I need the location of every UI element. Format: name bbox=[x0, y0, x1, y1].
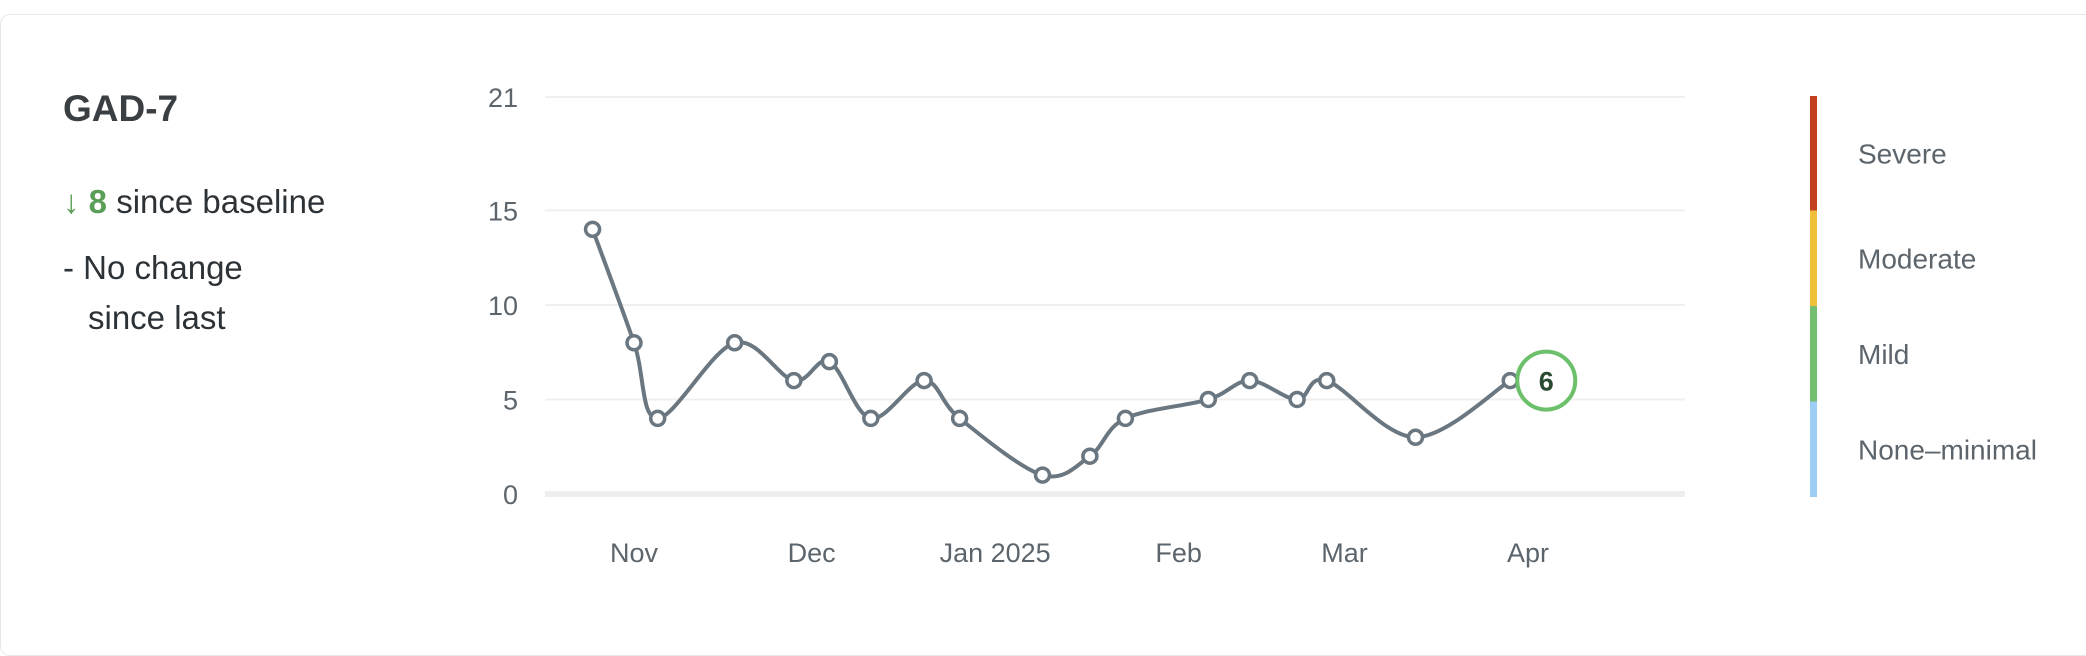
score-title: GAD-7 bbox=[63, 88, 179, 129]
data-point-7 bbox=[915, 371, 933, 390]
data-point-4 bbox=[785, 371, 803, 390]
baseline-change: ↓ 8 since baseline bbox=[63, 183, 325, 221]
data-point-8 bbox=[950, 409, 969, 428]
y-tick-label: 5 bbox=[503, 385, 518, 415]
data-point-12 bbox=[1199, 390, 1218, 409]
data-point-17 bbox=[1501, 371, 1519, 390]
data-point-10 bbox=[1081, 447, 1099, 465]
gad7-card bbox=[0, 14, 2086, 656]
data-point-15 bbox=[1317, 371, 1336, 390]
data-point-13 bbox=[1240, 371, 1259, 390]
data-point-11 bbox=[1116, 409, 1135, 428]
last-change-line1: - No change bbox=[63, 249, 243, 286]
down-arrow-icon: ↓ bbox=[63, 183, 80, 220]
severity-band-1 bbox=[1810, 210, 1817, 307]
severity-band-label: Severe bbox=[1858, 138, 1947, 169]
last-change: - No change since last bbox=[63, 243, 243, 343]
data-point-16 bbox=[1406, 428, 1425, 447]
data-point-5 bbox=[820, 352, 839, 371]
data-point-2 bbox=[648, 409, 667, 428]
x-tick-label: Feb bbox=[1155, 538, 1202, 568]
severity-band-label: Mild bbox=[1858, 339, 1909, 370]
severity-band-label: None–minimal bbox=[1858, 434, 2037, 465]
score-trend-chart: 0 5 10 15 21 Nov Dec Jan 2025 Feb Mar Apr 6 Severe Mo… bbox=[488, 83, 2037, 568]
y-tick-label: 15 bbox=[488, 196, 518, 226]
x-tick-label: Apr bbox=[1507, 538, 1549, 568]
baseline-delta-text: since baseline bbox=[107, 183, 326, 220]
data-point-0 bbox=[583, 220, 602, 239]
data-point-6 bbox=[862, 409, 880, 428]
severity-band-2 bbox=[1810, 306, 1817, 402]
severity-band-3 bbox=[1810, 401, 1817, 497]
severity-band-0 bbox=[1810, 96, 1817, 211]
y-tick-label: 21 bbox=[488, 83, 518, 113]
latest-score-label: 6 bbox=[1539, 367, 1554, 397]
last-change-line2: since last bbox=[88, 299, 226, 336]
data-point-14 bbox=[1288, 390, 1306, 409]
latest-score-marker bbox=[1515, 349, 1578, 412]
x-tick-label: Nov bbox=[610, 538, 659, 568]
score-series-line bbox=[590, 227, 1513, 479]
baseline-delta-value: 8 bbox=[88, 183, 108, 220]
score-summary: GAD-7 ↓ 8 since baseline - No change sin… bbox=[63, 88, 325, 336]
x-tick-label: Jan 2025 bbox=[940, 538, 1051, 568]
data-point-9 bbox=[1033, 466, 1052, 484]
y-tick-label: 10 bbox=[488, 291, 518, 321]
data-point-3 bbox=[725, 334, 744, 352]
y-tick-label: 0 bbox=[503, 480, 518, 510]
data-point-1 bbox=[625, 334, 643, 352]
severity-band-label: Moderate bbox=[1858, 243, 1976, 274]
x-tick-label: Dec bbox=[788, 538, 836, 568]
x-tick-label: Mar bbox=[1321, 538, 1368, 568]
